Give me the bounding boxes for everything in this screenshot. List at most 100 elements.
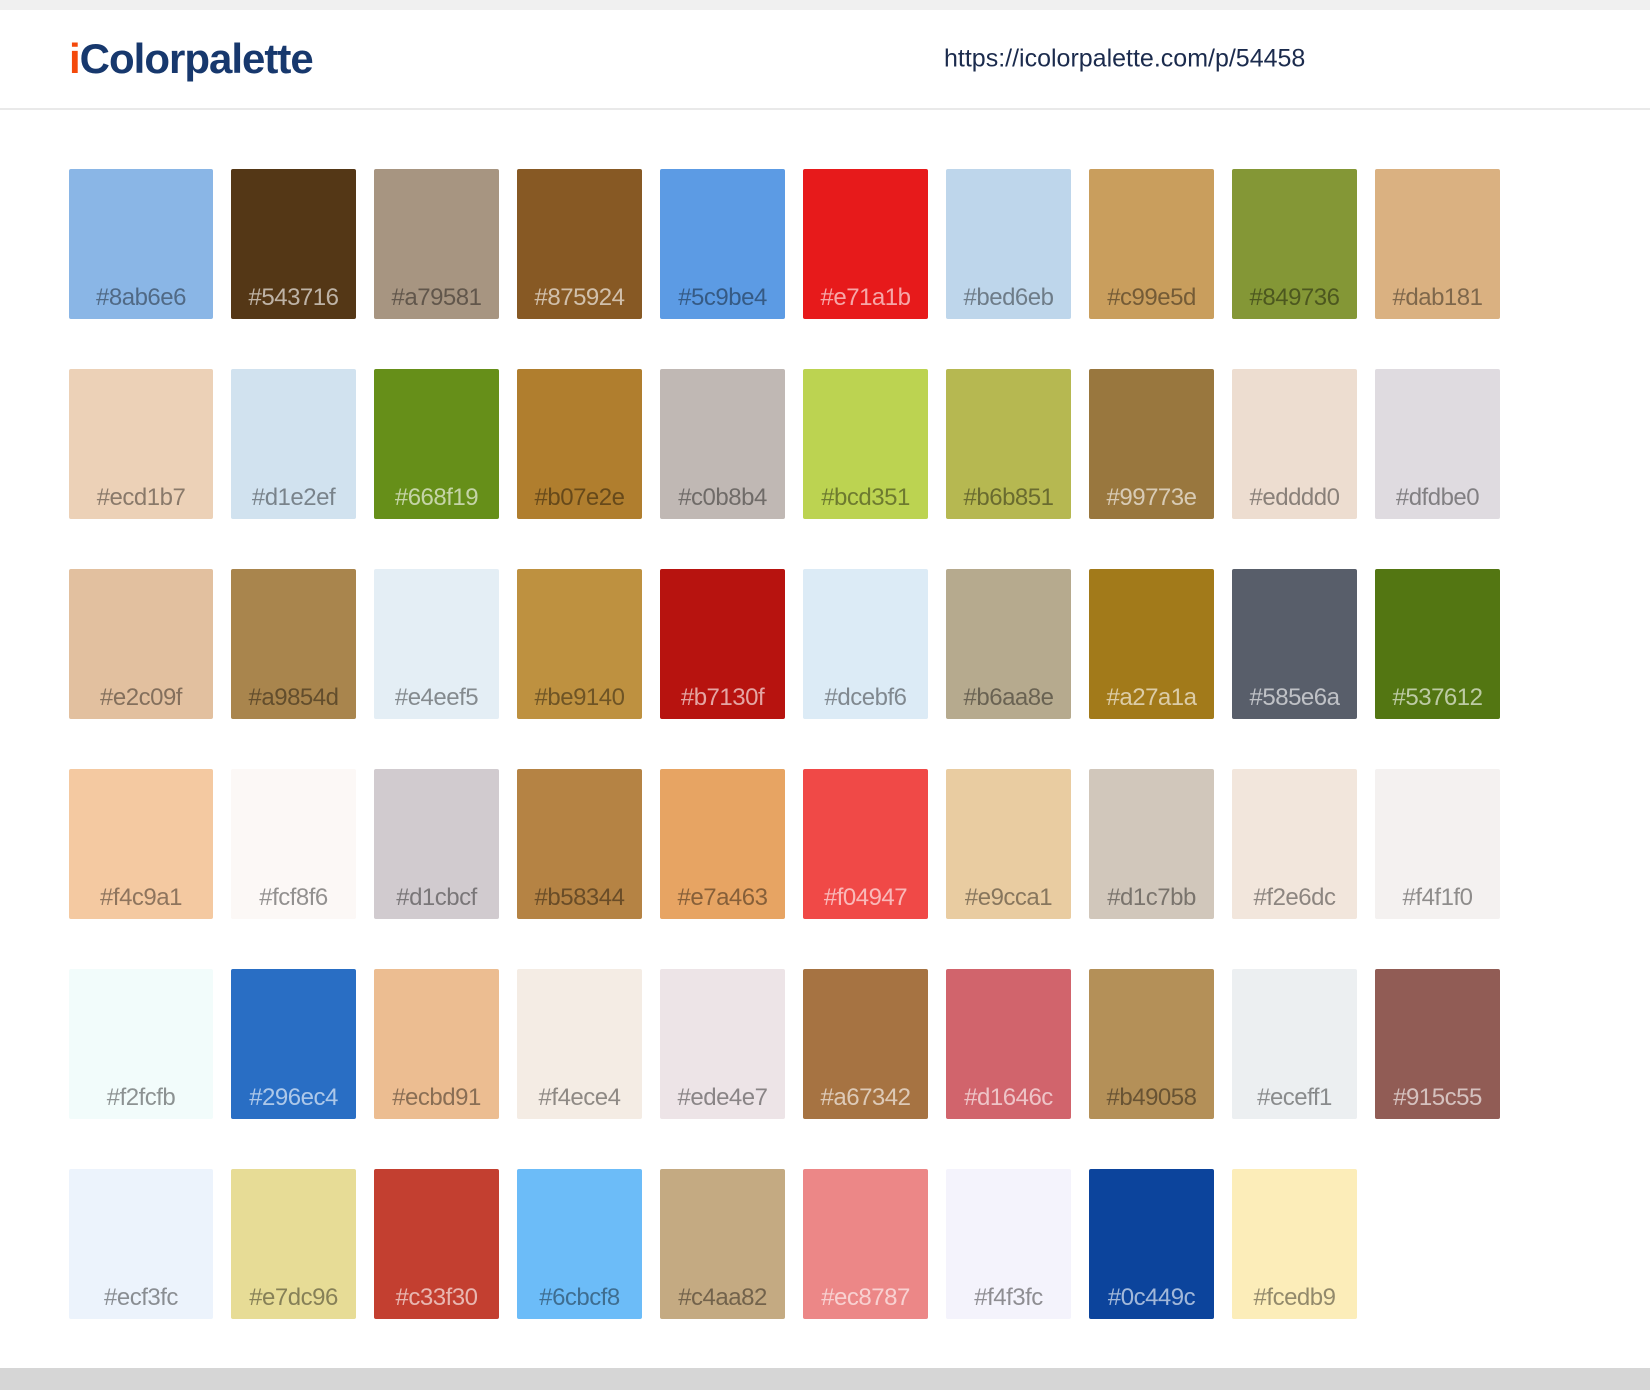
- color-swatch[interactable]: #875924: [517, 169, 642, 319]
- color-swatch[interactable]: #668f19: [374, 369, 499, 519]
- color-swatch[interactable]: #b7130f: [660, 569, 785, 719]
- logo-text: Colorpalette: [79, 35, 314, 82]
- swatch-hex-label: #d1e2ef: [251, 484, 336, 511]
- color-swatch[interactable]: #a79581: [374, 169, 499, 319]
- color-swatch[interactable]: #c33f30: [374, 1169, 499, 1319]
- swatch-hex-label: #849736: [1249, 284, 1340, 311]
- color-swatch[interactable]: #296ec4: [231, 969, 356, 1119]
- color-swatch[interactable]: #f4f3fc: [946, 1169, 1071, 1319]
- swatch-hex-label: #fcf8f6: [259, 884, 328, 911]
- color-swatch[interactable]: #f2e6dc: [1232, 769, 1357, 919]
- color-swatch[interactable]: #ec8787: [803, 1169, 928, 1319]
- color-swatch[interactable]: #537612: [1375, 569, 1500, 719]
- color-swatch[interactable]: #b49058: [1089, 969, 1214, 1119]
- color-swatch[interactable]: #f04947: [803, 769, 928, 919]
- color-swatch[interactable]: #ecd1b7: [69, 369, 213, 519]
- palette-grid: #8ab6e6 #543716 #a79581 #875924 #5c9be4 #e71a…: [0, 169, 1650, 1319]
- swatch-hex-label: #e9cca1: [964, 884, 1053, 911]
- swatch-hex-label: #b49058: [1106, 1084, 1197, 1111]
- color-swatch[interactable]: #f4ece4: [517, 969, 642, 1119]
- color-swatch[interactable]: #543716: [231, 169, 356, 319]
- color-swatch[interactable]: #be9140: [517, 569, 642, 719]
- swatch-hex-label: #f4f3fc: [974, 1284, 1043, 1311]
- color-swatch[interactable]: #edddd0: [1232, 369, 1357, 519]
- color-swatch[interactable]: #c4aa82: [660, 1169, 785, 1319]
- swatch-hex-label: #c0b8b4: [678, 484, 767, 511]
- palette-url[interactable]: https://icolorpalette.com/p/54458: [944, 44, 1306, 73]
- swatch-hex-label: #b6b851: [963, 484, 1054, 511]
- color-swatch[interactable]: #b07e2e: [517, 369, 642, 519]
- color-swatch[interactable]: #6cbcf8: [517, 1169, 642, 1319]
- swatch-hex-label: #f04947: [823, 884, 908, 911]
- swatch-hex-label: #b07e2e: [534, 484, 625, 511]
- color-swatch[interactable]: #bed6eb: [946, 169, 1071, 319]
- swatch-hex-label: #e7a463: [677, 884, 768, 911]
- swatch-hex-label: #eceff1: [1257, 1084, 1332, 1111]
- color-swatch[interactable]: #a9854d: [231, 569, 356, 719]
- color-swatch[interactable]: #0c449c: [1089, 1169, 1214, 1319]
- color-swatch[interactable]: #c99e5d: [1089, 169, 1214, 319]
- swatch-hex-label: #537612: [1392, 684, 1483, 711]
- color-swatch[interactable]: #e7a463: [660, 769, 785, 919]
- swatch-hex-label: #ede4e7: [677, 1084, 768, 1111]
- color-swatch[interactable]: #fcf8f6: [231, 769, 356, 919]
- color-swatch[interactable]: #bcd351: [803, 369, 928, 519]
- swatch-hex-label: #bed6eb: [963, 284, 1054, 311]
- swatch-hex-label: #f4c9a1: [100, 884, 182, 911]
- swatch-hex-label: #c99e5d: [1107, 284, 1196, 311]
- swatch-hex-label: #f4ece4: [538, 1084, 621, 1111]
- color-swatch[interactable]: #dab181: [1375, 169, 1500, 319]
- swatch-hex-label: #d1cbcf: [396, 884, 477, 911]
- color-swatch[interactable]: #d1646c: [946, 969, 1071, 1119]
- color-swatch[interactable]: #b6aa8e: [946, 569, 1071, 719]
- palette-row: #ecf3fc #e7dc96 #c33f30 #6cbcf8 #c4aa82 #ec87…: [0, 1169, 1650, 1319]
- color-swatch[interactable]: #99773e: [1089, 369, 1214, 519]
- color-swatch[interactable]: #a67342: [803, 969, 928, 1119]
- color-swatch[interactable]: #d1cbcf: [374, 769, 499, 919]
- color-swatch[interactable]: #e71a1b: [803, 169, 928, 319]
- color-swatch[interactable]: #f2fcfb: [69, 969, 213, 1119]
- swatch-hex-label: #875924: [534, 284, 625, 311]
- swatch-hex-label: #e7dc96: [249, 1284, 338, 1311]
- swatch-hex-label: #8ab6e6: [96, 284, 186, 311]
- color-swatch[interactable]: #dfdbe0: [1375, 369, 1500, 519]
- swatch-hex-label: #915c55: [1393, 1084, 1482, 1111]
- swatch-hex-label: #99773e: [1106, 484, 1197, 511]
- color-swatch[interactable]: #f4f1f0: [1375, 769, 1500, 919]
- color-swatch[interactable]: #eceff1: [1232, 969, 1357, 1119]
- site-header: iColorpalette https://icolorpalette.com/…: [0, 10, 1650, 110]
- color-swatch[interactable]: #e7dc96: [231, 1169, 356, 1319]
- color-swatch[interactable]: #e4eef5: [374, 569, 499, 719]
- color-swatch[interactable]: #915c55: [1375, 969, 1500, 1119]
- swatch-hex-label: #c4aa82: [678, 1284, 767, 1311]
- logo-accent-letter: i: [69, 35, 81, 82]
- swatch-hex-label: #296ec4: [249, 1084, 338, 1111]
- color-swatch[interactable]: #ede4e7: [660, 969, 785, 1119]
- color-swatch[interactable]: #8ab6e6: [69, 169, 213, 319]
- color-swatch[interactable]: #c0b8b4: [660, 369, 785, 519]
- swatch-hex-label: #e4eef5: [394, 684, 479, 711]
- color-swatch[interactable]: #585e6a: [1232, 569, 1357, 719]
- color-swatch[interactable]: #fcedb9: [1232, 1169, 1357, 1319]
- top-strip: [0, 0, 1650, 10]
- color-swatch[interactable]: #b58344: [517, 769, 642, 919]
- color-swatch[interactable]: #b6b851: [946, 369, 1071, 519]
- swatch-hex-label: #f2fcfb: [106, 1084, 176, 1111]
- color-swatch[interactable]: #a27a1a: [1089, 569, 1214, 719]
- color-swatch[interactable]: #849736: [1232, 169, 1357, 319]
- color-swatch[interactable]: #d1c7bb: [1089, 769, 1214, 919]
- color-swatch[interactable]: #d1e2ef: [231, 369, 356, 519]
- color-swatch[interactable]: #ecbd91: [374, 969, 499, 1119]
- color-swatch[interactable]: #5c9be4: [660, 169, 785, 319]
- color-swatch[interactable]: #ecf3fc: [69, 1169, 213, 1319]
- swatch-hex-label: #dcebf6: [824, 684, 907, 711]
- color-swatch[interactable]: #f4c9a1: [69, 769, 213, 919]
- swatch-hex-label: #edddd0: [1249, 484, 1340, 511]
- color-swatch[interactable]: #e9cca1: [946, 769, 1071, 919]
- swatch-hex-label: #ecbd91: [392, 1084, 481, 1111]
- site-logo[interactable]: iColorpalette: [69, 35, 314, 83]
- swatch-hex-label: #ecd1b7: [96, 484, 186, 511]
- color-swatch[interactable]: #e2c09f: [69, 569, 213, 719]
- color-swatch[interactable]: #dcebf6: [803, 569, 928, 719]
- swatch-hex-label: #fcedb9: [1253, 1284, 1336, 1311]
